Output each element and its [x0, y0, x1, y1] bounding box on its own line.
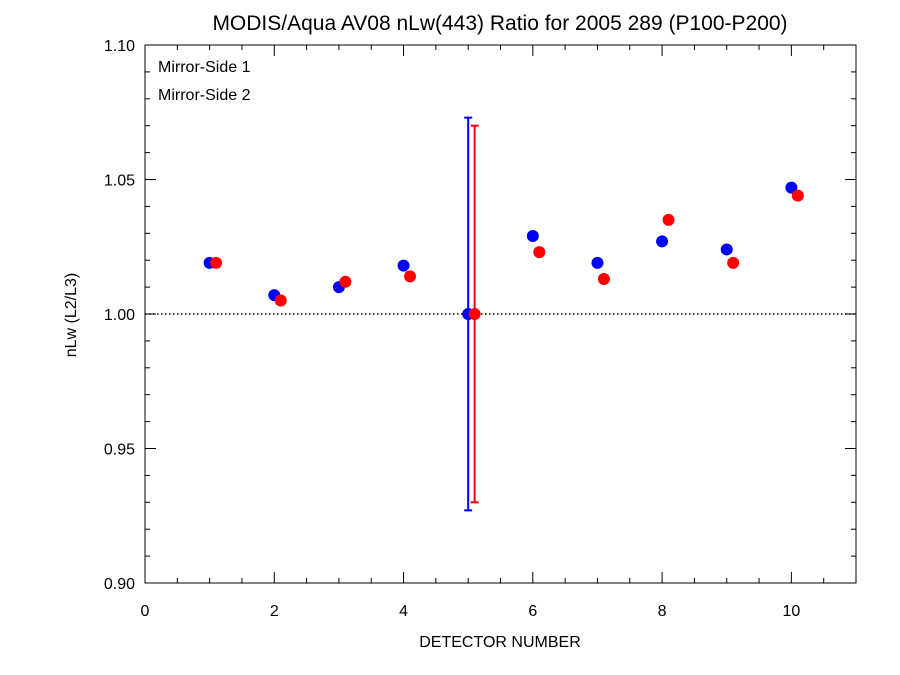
data-point-series-2 [727, 256, 740, 269]
chart-title: MODIS/Aqua AV08 nLw(443) Ratio for 2005 … [212, 12, 787, 35]
y-tick-label: 1.00 [104, 307, 135, 324]
data-point-series-2 [210, 256, 223, 269]
legend-item-mirror-side-2: Mirror-Side 2 [158, 87, 251, 104]
data-point-series-1 [656, 235, 669, 248]
data-point-series-2 [404, 270, 417, 283]
data-point-series-1 [526, 229, 539, 242]
data-point-series-1 [785, 181, 798, 194]
y-tick-label: 1.10 [104, 38, 135, 55]
x-tick-label: 0 [141, 603, 150, 620]
data-point-series-2 [274, 294, 287, 307]
x-tick-label: 6 [528, 603, 537, 620]
x-tick-label: 2 [270, 603, 279, 620]
y-tick-label: 0.95 [104, 442, 135, 459]
x-tick-label: 8 [658, 603, 667, 620]
data-point-series-1 [591, 256, 604, 269]
data-point-series-1 [720, 243, 733, 256]
x-tick-label: 10 [782, 603, 800, 620]
y-tick-label: 0.90 [104, 576, 135, 593]
data-point-series-2 [468, 308, 481, 320]
y-axis-title: nLw (L2/L3) [63, 273, 80, 358]
data-point-series-2 [662, 213, 675, 226]
data-point-series-1 [397, 259, 410, 272]
data-point-series-2 [597, 273, 610, 286]
legend-item-mirror-side-1: Mirror-Side 1 [158, 59, 251, 76]
data-point-series-2 [339, 275, 352, 288]
legend: Mirror-Side 1 Mirror-Side 2 [158, 59, 251, 104]
x-axis-title: DETECTOR NUMBER [419, 634, 581, 651]
data-point-series-2 [533, 246, 546, 259]
y-tick-label: 1.05 [104, 173, 135, 190]
data-point-series-2 [791, 189, 804, 202]
x-tick-label: 4 [399, 603, 408, 620]
